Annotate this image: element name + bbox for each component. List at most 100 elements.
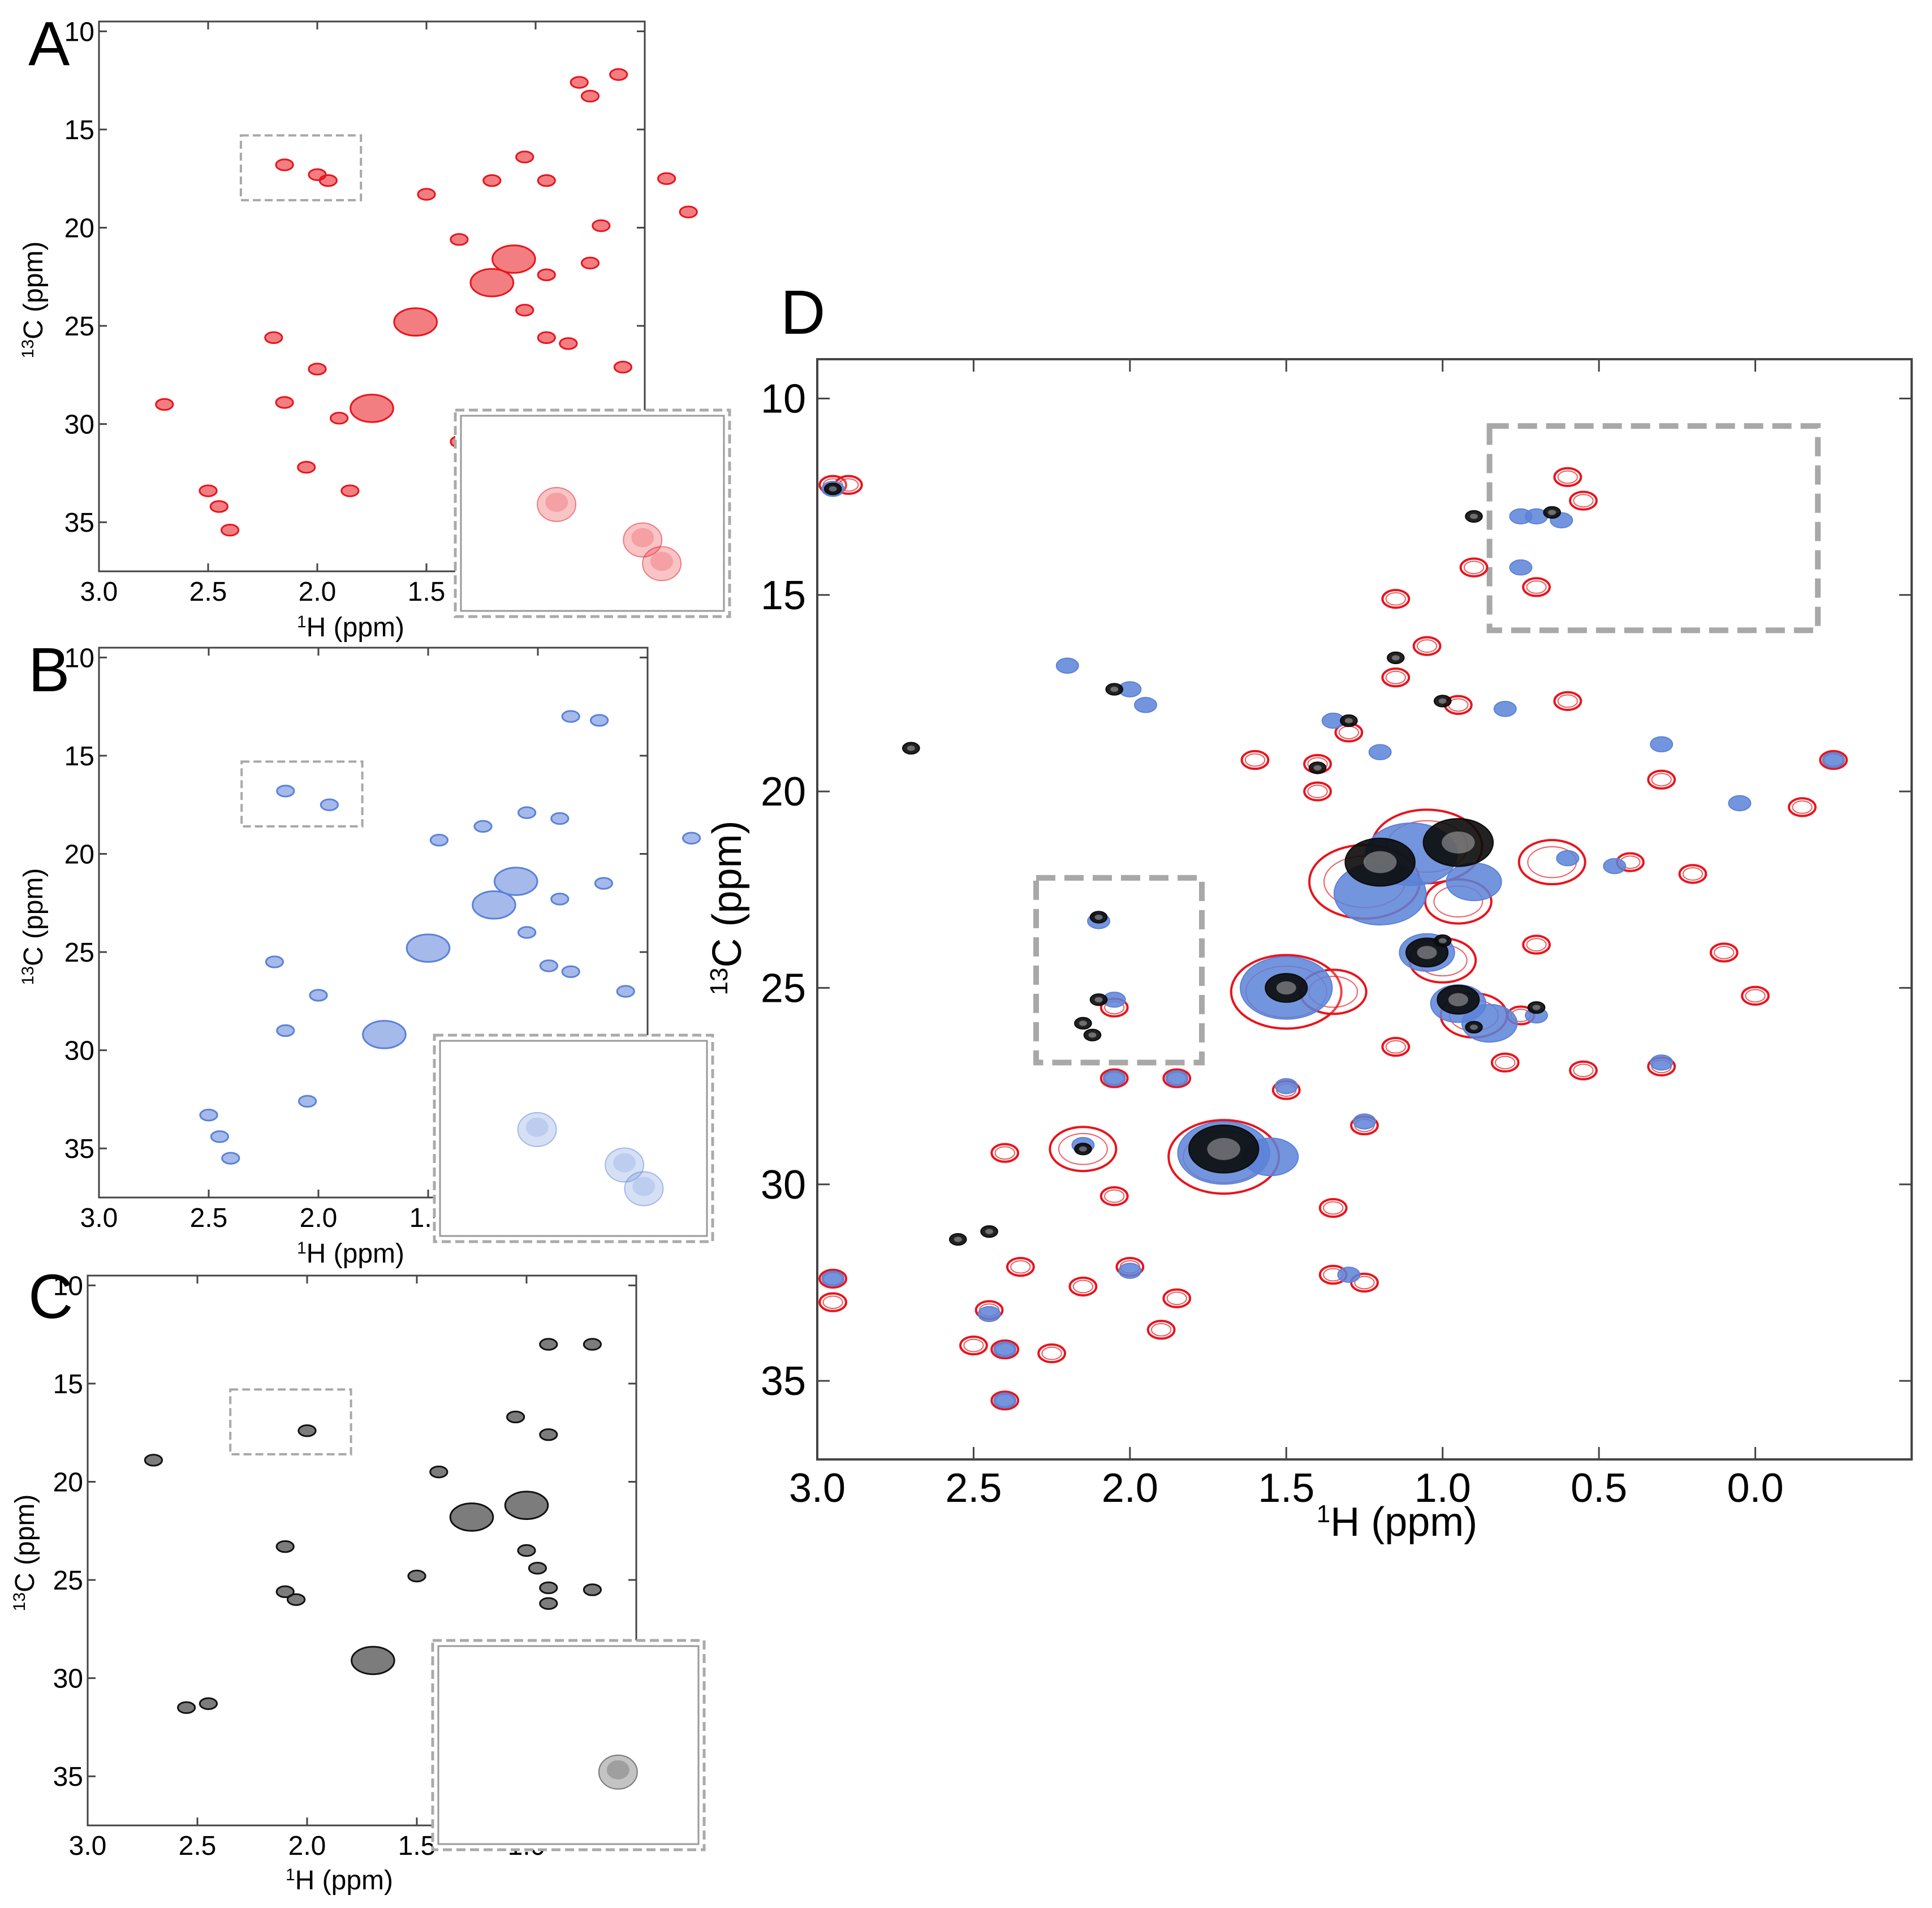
peak (561, 965, 580, 979)
inset-peak (642, 546, 682, 582)
peak-black-core (1313, 765, 1322, 771)
peak-black-core (1088, 1032, 1097, 1038)
peak-red-contour (1682, 867, 1704, 881)
peak-red-contour (1651, 773, 1672, 787)
peak-black (1465, 1020, 1483, 1034)
peak-black-core (1438, 698, 1447, 704)
peak-blue (1650, 736, 1674, 753)
x-tick-label: 1.0 (1414, 1466, 1471, 1511)
peak-blue (1446, 862, 1502, 902)
x-tick-label: 2.5 (945, 1466, 1002, 1511)
peak-red-contour (1354, 1276, 1375, 1290)
peak-blue (1274, 1078, 1298, 1095)
inset-peak (624, 1171, 664, 1207)
peak-black-core (954, 1237, 962, 1242)
peak (515, 150, 534, 163)
peak-black (1089, 993, 1108, 1006)
peak (144, 1454, 163, 1467)
peak (297, 1095, 317, 1108)
panel-c-x-axis-label: 1H (ppm) (286, 1866, 393, 1896)
peak (393, 307, 438, 337)
panel-b-inset-plot (517, 1112, 664, 1207)
panel-c-inset-border (431, 1639, 706, 1851)
y-tick-label: 10 (64, 643, 94, 673)
y-tick-label: 25 (64, 938, 94, 968)
peak-black (1386, 651, 1405, 665)
peak (539, 1338, 558, 1351)
panel-b-y-axis-label: 13C (ppm) (19, 868, 49, 985)
panel-a-y-axis-label: 13C (ppm) (19, 242, 49, 359)
y-tick-label: 15 (53, 1369, 83, 1399)
peak-red-contour (1041, 1346, 1062, 1360)
peak (592, 219, 611, 232)
peak-black-core (1548, 510, 1556, 515)
y-tick-label: 10 (53, 1271, 83, 1301)
panel-a-inset-frame (460, 415, 725, 612)
x-tick-label: 1.5 (408, 577, 446, 607)
peak (417, 188, 436, 201)
x-tick-label: 2.5 (179, 1831, 217, 1861)
y-tick-label: 15 (761, 573, 806, 618)
y-tick-label: 25 (53, 1566, 83, 1596)
peak (297, 1424, 317, 1437)
inset-peak-core (606, 1760, 629, 1780)
peak (469, 268, 515, 298)
peak-black-core (1363, 851, 1397, 873)
inset-peak (598, 1754, 638, 1790)
peak-black-core (1448, 993, 1468, 1006)
peak (657, 172, 676, 185)
peak-black (1105, 683, 1124, 696)
peak-blue (1509, 559, 1533, 576)
peak (682, 832, 701, 845)
peak-black-core (829, 486, 837, 492)
peak (275, 1540, 295, 1553)
panel-c-y-axis-label: 13C (ppm) (10, 1494, 41, 1612)
peak (406, 933, 451, 963)
y-tick-label: 10 (761, 376, 806, 421)
panel-a-letter: A (28, 9, 70, 79)
peak-red-contour (1573, 1063, 1594, 1078)
peak-red-contour (1058, 1132, 1108, 1165)
peak (309, 989, 328, 1002)
inset-peak-core (545, 492, 568, 512)
peak-red-contour (1104, 1189, 1125, 1203)
peak-black (823, 483, 842, 496)
peak (528, 1562, 547, 1575)
peak-red-contour (822, 1295, 843, 1310)
peak-red-contour (1557, 694, 1579, 708)
y-tick-label: 35 (53, 1762, 83, 1792)
panel-a-inset (454, 408, 731, 618)
peak (362, 1020, 407, 1049)
y-tick-label: 25 (64, 312, 94, 342)
peak (429, 833, 449, 847)
peak (329, 412, 349, 425)
peak-red-contour (1010, 1260, 1031, 1274)
x-tick-label: 0.5 (1571, 1466, 1627, 1511)
peak-blue (993, 1341, 1017, 1358)
y-tick-label: 10 (64, 17, 94, 47)
peak-red-contour (1385, 592, 1406, 606)
peak-black (948, 1233, 967, 1246)
y-tick-label: 15 (64, 742, 94, 772)
peak-black-core (1079, 1020, 1087, 1026)
peak (155, 398, 174, 411)
x-tick-label: 2.0 (288, 1831, 326, 1861)
peak-blue (821, 1270, 845, 1287)
peak-black (1089, 911, 1108, 924)
peak (616, 985, 635, 998)
peak (340, 484, 360, 497)
peak-black (1188, 1124, 1260, 1174)
peak-red-contour (1166, 1291, 1187, 1306)
x-tick-label: 1.5 (398, 1831, 436, 1861)
peak-red-contour (994, 1146, 1015, 1160)
peak (539, 959, 559, 972)
panel-c-letter: C (28, 1262, 73, 1332)
peak-black-core (1344, 718, 1353, 723)
y-tick-label: 20 (53, 1468, 83, 1498)
inset-peak-core (525, 1117, 549, 1137)
zoom-region-box (229, 1388, 352, 1455)
peak-black-core (1094, 914, 1103, 920)
